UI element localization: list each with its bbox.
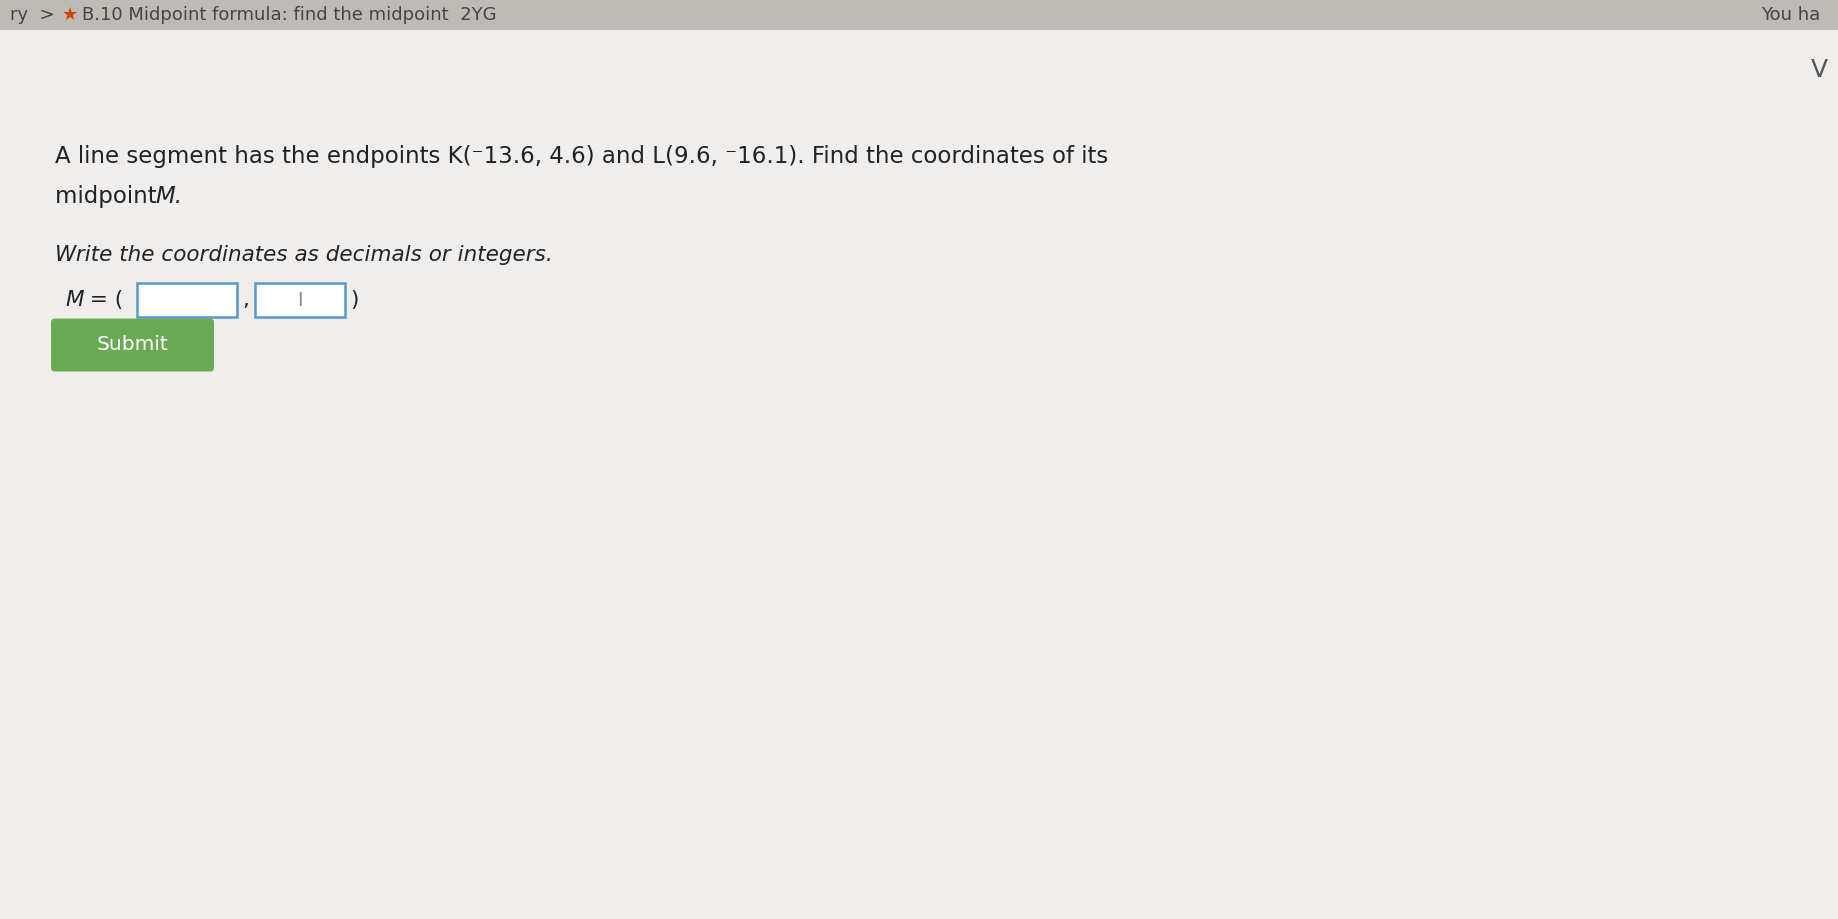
Text: ★: ★ bbox=[62, 6, 79, 24]
FancyBboxPatch shape bbox=[0, 0, 1838, 30]
FancyBboxPatch shape bbox=[255, 283, 346, 317]
Text: B.10 Midpoint formula: find the midpoint  2YG: B.10 Midpoint formula: find the midpoint… bbox=[83, 6, 496, 24]
Text: ,: , bbox=[243, 290, 248, 310]
Text: M.: M. bbox=[154, 185, 182, 208]
Text: V: V bbox=[1810, 58, 1829, 82]
Text: You ha: You ha bbox=[1761, 6, 1820, 24]
Text: A line segment has the endpoints K(⁻13.6, 4.6) and L(9.6, ⁻16.1). Find the coord: A line segment has the endpoints K(⁻13.6… bbox=[55, 145, 1108, 168]
FancyBboxPatch shape bbox=[0, 30, 1838, 919]
FancyBboxPatch shape bbox=[51, 319, 213, 371]
Text: ): ) bbox=[349, 290, 358, 310]
Text: M: M bbox=[64, 290, 83, 310]
Text: ry  >: ry > bbox=[9, 6, 66, 24]
Text: Write the coordinates as decimals or integers.: Write the coordinates as decimals or int… bbox=[55, 245, 553, 265]
Text: Submit: Submit bbox=[97, 335, 169, 355]
Text: I: I bbox=[298, 290, 303, 310]
Text: = (: = ( bbox=[83, 290, 123, 310]
Text: midpoint: midpoint bbox=[55, 185, 164, 208]
FancyBboxPatch shape bbox=[138, 283, 237, 317]
